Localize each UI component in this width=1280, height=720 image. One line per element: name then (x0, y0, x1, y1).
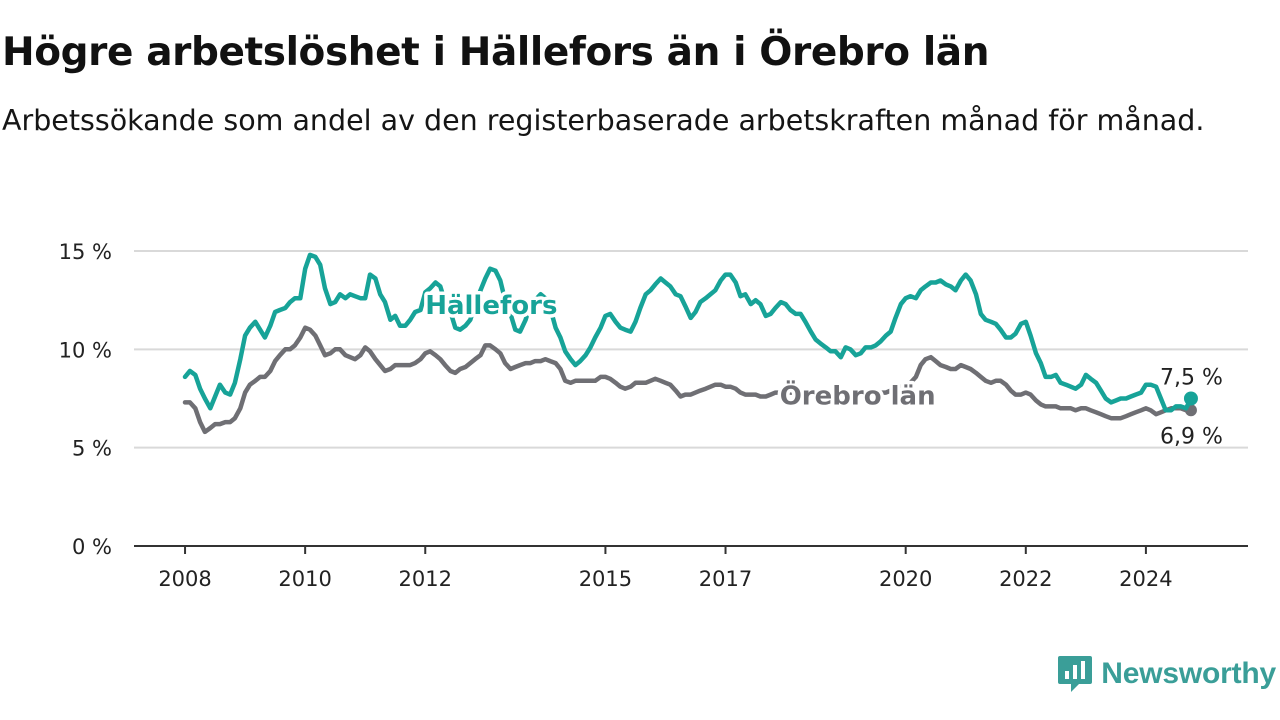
series-lines (182, 252, 1198, 435)
series-line-1 (182, 325, 1194, 435)
x-tick-label: 2012 (399, 567, 452, 591)
x-tick-label: 2015 (579, 567, 632, 591)
series-labels: Hällefors Örebro län 7,5 % 6,9 % (422, 287, 1223, 449)
chart-subtitle: Arbetssökande som andel av den registerb… (2, 104, 1205, 137)
series-line-0 (182, 252, 1194, 413)
series-label-1: Örebro län (780, 378, 936, 411)
x-tick-label: 2024 (1119, 567, 1172, 591)
y-tick-label: 0 % (72, 535, 112, 559)
series-end-point-0 (1183, 391, 1198, 406)
brand-name: Newsworthy (1101, 657, 1276, 690)
x-axis: 2008 2010 2012 2015 2017 2020 2022 2024 (134, 545, 1248, 591)
y-tick-label: 15 % (59, 240, 112, 264)
y-tick-label: 10 % (59, 338, 112, 362)
end-value-label-1: 6,9 % (1160, 424, 1223, 449)
series-label-0: Hällefors (425, 291, 557, 321)
brand-logo: Newsworthy (1057, 654, 1276, 694)
x-tick-label: 2022 (999, 567, 1052, 591)
x-tick-label: 2020 (879, 567, 932, 591)
newsworthy-logo-icon (1058, 656, 1093, 692)
x-tick-label: 2008 (158, 567, 211, 591)
end-value-label-0: 7,5 % (1160, 366, 1223, 391)
x-tick-label: 2017 (699, 567, 752, 591)
x-tick-label: 2010 (278, 567, 331, 591)
chart-title: Högre arbetslöshet i Hällefors än i Öreb… (2, 30, 990, 75)
y-tick-label: 5 % (72, 437, 112, 461)
